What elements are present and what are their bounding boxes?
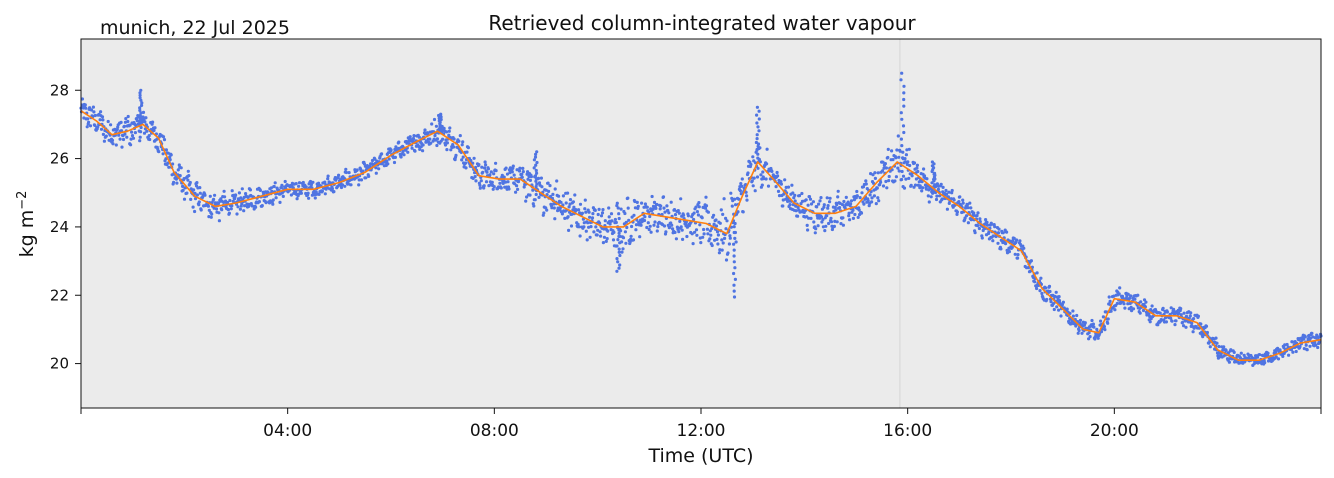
y-tick-label: 22 [50,286,69,304]
y-tick-label: 28 [50,81,69,99]
x-tick-label: 08:00 [470,421,519,441]
y-tick-label: 26 [50,150,69,168]
y-axis-label: kg m−2 [15,191,38,258]
x-tick-label: 12:00 [677,421,726,441]
y-axis-ticks: 20 22 24 26 28 [50,81,81,373]
y-tick-label: 24 [50,218,69,236]
location-date-label: munich, 22 Jul 2025 [100,17,290,39]
y-axis-label-exponent: −2 [15,191,30,210]
x-axis-label: Time (UTC) [647,445,753,467]
plot-area [81,39,1321,408]
y-axis-label-unit: kg m [16,210,38,258]
smoothed-series-line [80,110,1322,361]
x-tick-label: 16:00 [883,421,932,441]
chart-title: Retrieved column-integrated water vapour [488,11,916,35]
y-tick-label: 20 [50,355,69,373]
x-tick-label: 20:00 [1090,421,1139,441]
x-tick-label: 04:00 [263,421,312,441]
x-axis-ticks: 04:00 08:00 12:00 16:00 20:00 [80,408,1322,441]
